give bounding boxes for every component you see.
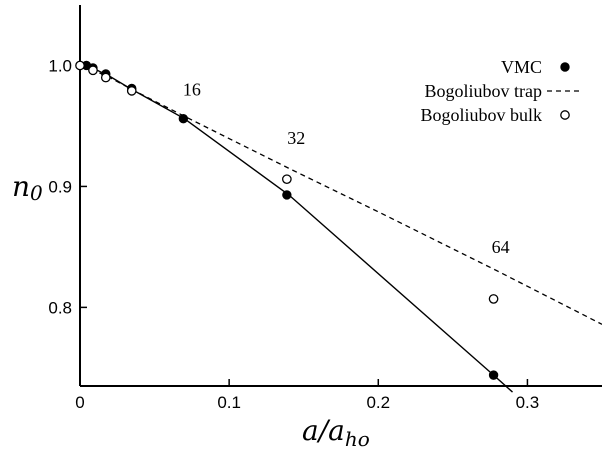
- vmc-point: [488, 370, 499, 380]
- bogoliubov-trap-line: [82, 64, 602, 325]
- x-axis-title: a/aho: [302, 414, 370, 451]
- y-tick-label: 1.0: [48, 56, 72, 75]
- series-bogoliubov-trap: [82, 64, 602, 325]
- vmc-point: [178, 113, 189, 124]
- y-axis-title: n0: [12, 170, 43, 205]
- annotations: 16 32 64: [183, 80, 510, 257]
- bulk-point: [100, 72, 111, 83]
- series-layer: [75, 60, 602, 393]
- annotation-label: 32: [287, 128, 305, 148]
- bulk-point: [282, 174, 292, 185]
- legend-label: VMC: [501, 57, 542, 77]
- bulk-point: [88, 65, 98, 76]
- annotation-label: 64: [492, 237, 510, 257]
- legend-marker-open: [560, 110, 570, 120]
- vmc-point: [282, 190, 292, 200]
- legend-label: Bogoliubov trap: [425, 81, 543, 101]
- legend: VMC Bogoliubov trap Bogoliubov bulk: [420, 57, 580, 125]
- x-tick-label: 0.2: [366, 393, 390, 412]
- bulk-point: [75, 60, 85, 71]
- x-tick-label: 0.1: [217, 393, 241, 412]
- annotation-label: 16: [183, 80, 201, 100]
- series-bogoliubov-bulk: [75, 60, 499, 304]
- bulk-point: [488, 294, 499, 304]
- legend-label: Bogoliubov bulk: [420, 105, 542, 125]
- y-tick-label: 0.8: [48, 298, 72, 317]
- bulk-point: [126, 86, 137, 96]
- legend-marker-filled: [560, 62, 570, 72]
- x-tick-label: 0: [75, 393, 84, 412]
- x-tick-label: 0.3: [516, 393, 540, 412]
- axis-ticks: 0 0.1 0.2 0.3 0.8 0.9 1.0: [48, 56, 539, 412]
- y-tick-label: 0.9: [48, 177, 72, 196]
